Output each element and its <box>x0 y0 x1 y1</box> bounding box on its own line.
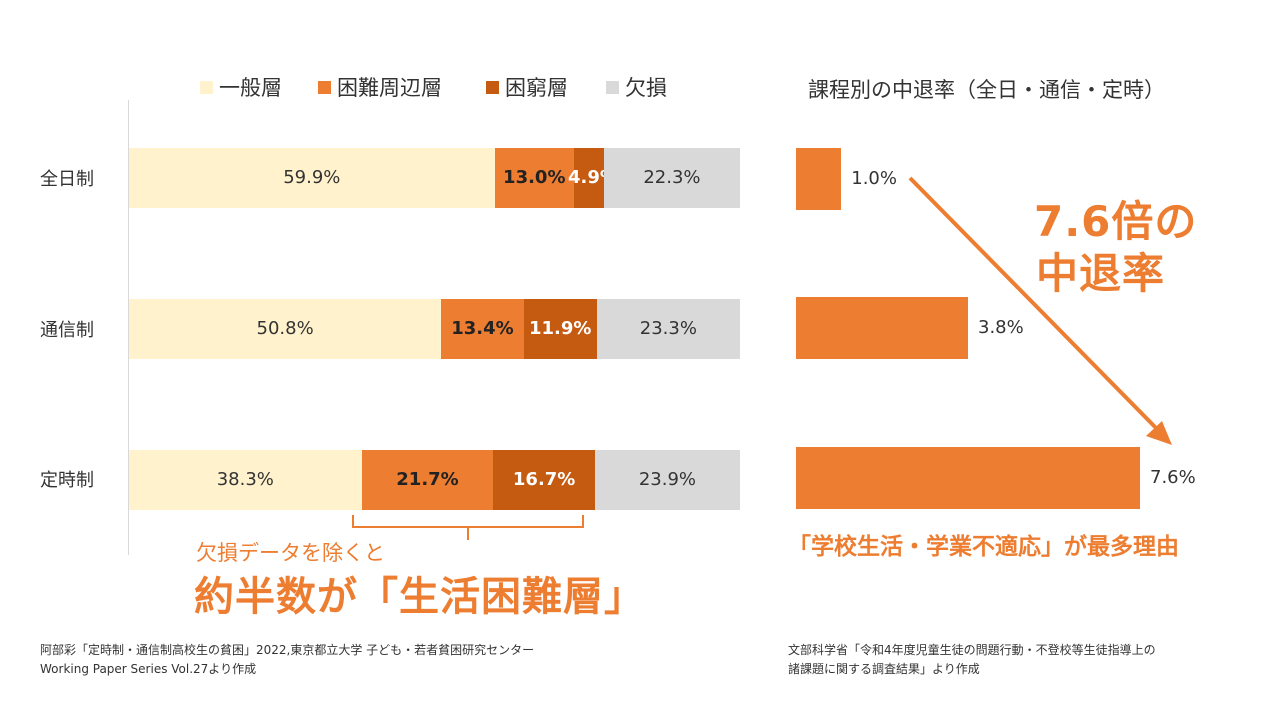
stacked-bar-segment <box>129 450 362 510</box>
stacked-bar-value-label: 13.4% <box>451 318 514 339</box>
source-right-line1: 文部科学省「令和4年度児童生徒の問題行動・不登校等生徒指導上の <box>788 643 1156 657</box>
category-label-parttime: 定時制 <box>40 470 94 491</box>
legend-item-missing: 欠損 <box>606 74 667 100</box>
stacked-bar-segment <box>596 299 740 359</box>
dropout-bar <box>796 297 968 359</box>
ratio-callout-line2: 中退率 <box>1036 249 1166 298</box>
trend-arrow-head <box>1146 421 1172 445</box>
category-axis-line <box>128 100 129 555</box>
stacked-bar-segment <box>441 299 524 359</box>
stacked-bar-segment <box>361 450 494 510</box>
legend-item-near-hardship: 困難周辺層 <box>318 74 442 100</box>
stacked-bar-value-label: 21.7% <box>396 469 459 490</box>
stacked-bar-segment <box>494 148 574 208</box>
legend-label: 欠損 <box>625 76 667 100</box>
trend-arrow-line <box>908 176 1160 432</box>
bracket-note: 欠損データを除くと <box>196 541 385 565</box>
source-right: 文部科学省「令和4年度児童生徒の問題行動・不登校等生徒指導上の 諸課題に関する調… <box>788 641 1156 679</box>
stacked-bar-value-label: 59.9% <box>283 167 341 188</box>
dropout-bar-value-label: 3.8% <box>978 317 1024 338</box>
dropout-bar-value-label: 1.0% <box>851 168 897 189</box>
stacked-bar-segment <box>523 299 597 359</box>
legend-swatch <box>486 80 499 94</box>
stacked-bar-value-label: 16.7% <box>512 469 576 490</box>
ratio-callout-line1: 7.6倍の <box>1034 197 1198 246</box>
legend-item-poverty: 困窮層 <box>486 74 568 100</box>
dropout-bar-value-label: 7.6% <box>1150 467 1196 488</box>
stacked-bar-segment <box>493 450 595 510</box>
stacked-bar-value-label: 38.3% <box>216 469 274 490</box>
stacked-bar-value-label: 13.0% <box>503 167 566 188</box>
source-right-line2: 諸課題に関する調査結果」より作成 <box>788 662 980 676</box>
dropout-chart-title: 課程別の中退率（全日・通信・定時） <box>808 78 1165 102</box>
stacked-bar-value-label: 23.3% <box>639 318 697 339</box>
category-label-correspondence: 通信制 <box>40 320 94 341</box>
headline: 約半数が「生活困難層」 <box>194 574 645 620</box>
stacked-bar-value-label: 23.9% <box>638 469 696 490</box>
stacked-bar-value-label: 22.3% <box>643 167 701 188</box>
source-left-line1: 阿部彩「定時制・通信制高校生の貧困」2022,東京都立大学 子ども・若者貧困研究… <box>40 643 535 657</box>
legend-swatch <box>606 80 619 94</box>
stacked-bar-value-label: 50.8% <box>256 318 314 339</box>
source-left: 阿部彩「定時制・通信制高校生の貧困」2022,東京都立大学 子ども・若者貧困研究… <box>40 641 534 679</box>
stacked-bar-segment <box>129 299 442 359</box>
ratio-callout: 7.6倍の 中退率 <box>1034 196 1197 300</box>
stacked-bar-value-label: 11.9% <box>528 318 592 339</box>
legend-label: 一般層 <box>219 76 282 100</box>
dropout-bar <box>796 148 842 210</box>
bracket <box>352 515 584 540</box>
legend-swatch <box>318 80 331 94</box>
stacked-bar-segment <box>573 148 604 208</box>
category-label-fulltime: 全日制 <box>40 169 94 190</box>
legend-item-general: 一般層 <box>200 74 282 100</box>
dropout-bar <box>796 447 1140 509</box>
stacked-bar-segment <box>603 148 740 208</box>
legend-label: 困窮層 <box>505 76 568 100</box>
source-left-line2: Working Paper Series Vol.27より作成 <box>40 662 257 676</box>
legend-swatch <box>200 80 213 94</box>
legend-label: 困難周辺層 <box>337 76 442 100</box>
trend-arrow <box>908 176 1172 445</box>
reason-note: 「学校生活・学業不適応」が最多理由 <box>788 534 1179 560</box>
stacked-bar-segment <box>129 148 495 208</box>
stacked-bar-segment <box>594 450 740 510</box>
